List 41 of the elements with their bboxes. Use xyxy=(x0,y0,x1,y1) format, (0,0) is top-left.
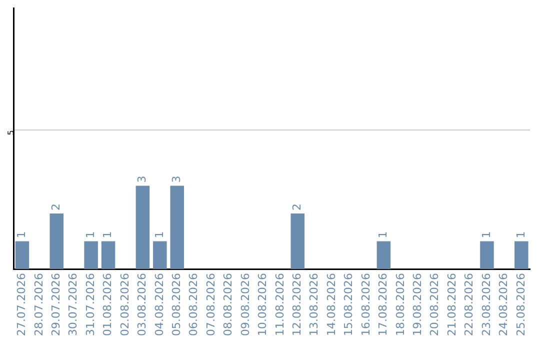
x-tick-label: 05.08.2026 xyxy=(170,273,183,336)
data-label: 3 xyxy=(170,176,183,183)
data-label: 1 xyxy=(101,231,114,238)
x-tick-label: 22.08.2026 xyxy=(462,273,476,336)
data-label: 2 xyxy=(290,203,304,210)
x-tick-label: 12.08.2026 xyxy=(290,273,304,336)
x-tick-label: 29.07.2026 xyxy=(49,273,62,336)
x-tick-label: 15.08.2026 xyxy=(342,273,356,336)
x-tick-label: 18.08.2026 xyxy=(394,273,407,336)
x-tick-label: 31.07.2026 xyxy=(84,273,97,336)
x-tick-label: 23.08.2026 xyxy=(480,273,493,336)
x-tick-label: 17.08.2026 xyxy=(376,273,390,336)
x-tick-label: 16.08.2026 xyxy=(359,273,372,336)
x-tick-label: 28.07.2026 xyxy=(32,273,46,336)
x-tick-label: 02.08.2026 xyxy=(118,273,132,336)
x-tick-label: 27.07.2026 xyxy=(15,273,28,336)
x-tick-label: 14.08.2026 xyxy=(324,273,338,336)
x-tick-label: 20.08.2026 xyxy=(428,273,442,336)
x-tick-label: 03.08.2026 xyxy=(136,273,149,336)
x-tick-label: 19.08.2026 xyxy=(410,273,424,336)
data-label: 1 xyxy=(152,231,166,238)
x-tick-label: 21.08.2026 xyxy=(445,273,458,336)
data-label: 1 xyxy=(514,231,528,238)
x-tick-label: 04.08.2026 xyxy=(152,273,166,336)
x-tick-label: 24.08.2026 xyxy=(497,273,510,336)
data-label: 1 xyxy=(84,231,97,238)
x-tick-label: 06.08.2026 xyxy=(187,273,200,336)
x-tick-label: 08.08.2026 xyxy=(222,273,235,336)
data-label: 1 xyxy=(376,231,390,238)
x-tick-label: 11.08.2026 xyxy=(273,273,286,336)
data-label: 1 xyxy=(15,231,28,238)
x-tick-label: 07.08.2026 xyxy=(204,273,218,336)
data-label: 1 xyxy=(480,231,493,238)
x-tick-label: 25.08.2026 xyxy=(514,273,528,336)
x-tick-label: 01.08.2026 xyxy=(101,273,114,336)
x-tick-label: 13.08.2026 xyxy=(308,273,321,336)
x-tick-label: 09.08.2026 xyxy=(238,273,252,336)
x-tick-label: 10.08.2026 xyxy=(256,273,270,336)
data-label: 2 xyxy=(49,203,62,210)
data-label: 3 xyxy=(136,176,149,183)
x-tick-label: 30.07.2026 xyxy=(66,273,80,336)
